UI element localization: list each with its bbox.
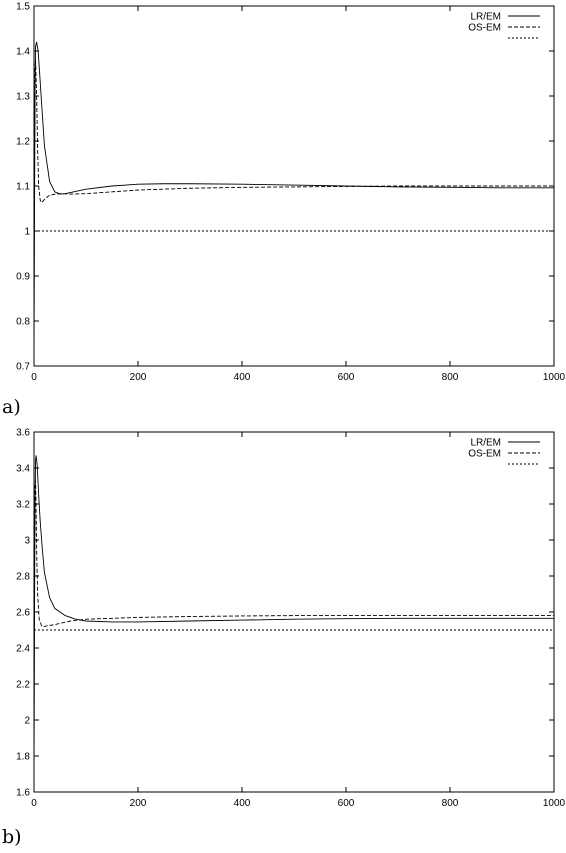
chart-b-ytick-label-3.4: 3.4 [16,464,30,475]
chart-a-xtick-label-0: 0 [31,372,37,383]
chart-b-ytick-label-3: 3 [24,536,30,547]
chart-b-ytick-label-2.8: 2.8 [16,572,30,583]
chart-a-ytick-label-0.7: 0.7 [16,362,30,373]
chart-b-ytick-label-3.6: 3.6 [16,428,30,439]
chart-a-ytick-label-1.5: 1.5 [16,2,30,13]
panel-label-a: a) [2,396,21,418]
chart-a-xtick-label-800: 800 [442,372,459,383]
chart-a-ytick-label-0.9: 0.9 [16,272,30,283]
chart-b-ytick-label-2.6: 2.6 [16,608,30,619]
chart-a-legend-label-2: OS-EM [468,23,501,34]
chart-b-xtick-label-600: 600 [338,798,355,809]
chart-b-ytick-label-2.2: 2.2 [16,680,30,691]
chart-a-ytick-label-1.2: 1.2 [16,137,30,148]
chart-b-series-2-line [33,480,554,771]
chart-a-ytick-label-0.8: 0.8 [16,317,30,328]
chart-b-xtick-label-200: 200 [130,798,147,809]
chart-b-xtick-label-400: 400 [234,798,251,809]
chart-b-series-1-line [33,455,554,771]
chart-b-ytick-label-1.6: 1.6 [16,788,30,799]
panel-label-b: b) [2,826,22,848]
chart-b-xtick-label-1000: 1000 [543,798,566,809]
chart-a: 0 200 400 600 800 1000 0.7 0.8 0.9 1 1.1 1.2 1.3 1.4 1… [16,2,566,384]
chart-b-legend-label-2: OS-EM [468,449,501,460]
chart-a-series-2-line [33,59,554,331]
chart-b-xtick-label-0: 0 [31,798,37,809]
chart-b-ytick-label-3.2: 3.2 [16,500,30,511]
chart-a-ytick-label-1.1: 1.1 [16,182,30,193]
chart-b-plot-frame [33,431,555,793]
chart-a-ytick-label-1.3: 1.3 [16,92,30,103]
chart-b-legend-label-1: LR/EM [470,438,501,449]
chart-b-ytick-label-2: 2 [24,716,30,727]
chart-a-ytick-label-1.4: 1.4 [16,47,30,58]
chart-a-xtick-label-1000: 1000 [543,372,566,383]
chart-b-xtick-label-800: 800 [442,798,459,809]
chart-a-legend-label-1: LR/EM [470,12,501,23]
chart-b-ytick-label-2.4: 2.4 [16,644,30,655]
chart-b: 0 200 400 600 800 1000 1.6 1.8 2 2.2 2.4 2.6 2.8 3 3.2… [16,428,566,810]
chart-a-xtick-label-600: 600 [338,372,355,383]
chart-a-ytick-label-1: 1 [24,227,30,238]
chart-b-ytick-label-1.8: 1.8 [16,752,30,763]
chart-a-series-1-line [33,41,554,358]
chart-a-xtick-label-200: 200 [130,372,147,383]
chart-a-xtick-label-400: 400 [234,372,251,383]
